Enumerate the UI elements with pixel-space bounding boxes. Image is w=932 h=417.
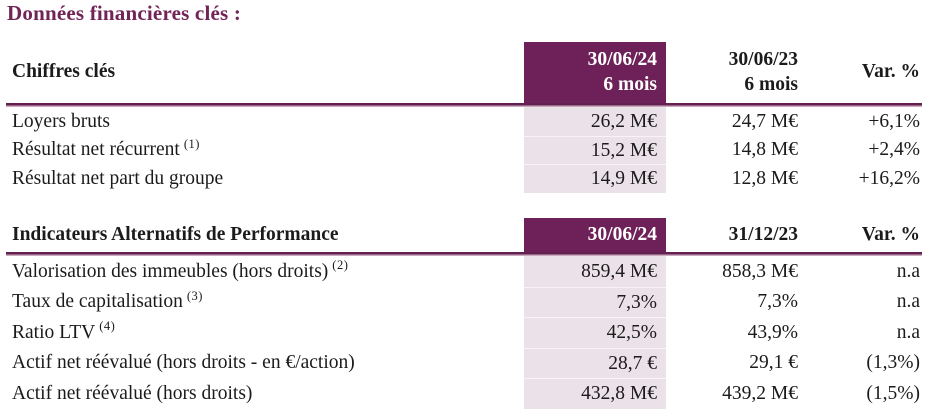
variation-value: (1,3%) [866,352,920,373]
row-label: Loyers bruts [12,110,111,132]
footnote-ref: (3) [186,288,203,303]
current-period-date: 30/06/24 [587,49,657,71]
footnote-ref: (4) [99,319,116,333]
current-period-value: 7,3% [524,286,666,317]
variation-value: n.a [896,291,920,312]
table-key-figures: Chiffres clés 30/06/24 6 mois 30/06/23 6… [6,42,922,193]
previous-period-value: 29,1 € [749,352,798,373]
row-label: Ratio LTV (4) [12,319,116,343]
header-rule [6,252,922,256]
variation-header: Var. % [861,223,920,245]
variation-value: (1,5%) [866,382,920,404]
previous-period-value: 7,3% [757,291,798,312]
footnote-ref: (1) [183,136,200,151]
previous-period-value: 14,8 M€ [731,139,798,160]
header-rule [6,103,922,107]
variation-value: n.a [896,260,920,282]
previous-period-value: 439,2 M€ [722,382,798,404]
previous-period-header: 31/12/23 [666,218,800,252]
variation-value: +16,2% [858,167,920,189]
row-label: Actif net réévalué (hors droits) [12,382,253,404]
table-alternative-performance-indicators: Indicateurs Alternatifs de Performance 3… [6,218,922,409]
current-period-value: 432,8 M€ [524,378,666,409]
current-period-duration: 6 mois [603,73,657,95]
variation-value: n.a [896,321,920,343]
row-label: Actif net réévalué (hors droits - en €/a… [12,352,355,373]
row-label: Résultat net part du groupe [12,167,224,189]
variation-value: +2,4% [868,139,920,160]
previous-period-header: 30/06/23 6 mois [666,42,800,103]
previous-period-value: 12,8 M€ [731,167,798,189]
previous-period-date: 30/06/23 [728,49,798,71]
row-label: Taux de capitalisation (3) [12,288,203,312]
row-label: Résultat net récurrent (1) [12,136,200,160]
current-period-value: 14,9 M€ [524,164,666,193]
row-label: Valorisation des immeubles (hors droits)… [12,258,349,282]
current-period-header: 30/06/24 6 mois [524,42,666,103]
current-period-value: 28,7 € [524,347,666,378]
previous-period-duration: 6 mois [744,73,798,95]
current-period-value: 42,5% [524,317,666,348]
variation-header: Var. % [861,61,920,83]
current-period-value: 859,4 M€ [524,256,666,287]
variation-value: +6,1% [868,110,920,132]
previous-period-value: 43,9% [747,321,798,343]
current-period-value: 26,2 M€ [524,107,666,136]
previous-period-value: 24,7 M€ [731,110,798,132]
previous-period-date: 31/12/23 [728,223,798,245]
current-period-header: 30/06/24 [524,218,666,252]
current-period-date: 30/06/24 [587,223,657,245]
table-title: Chiffres clés [12,61,116,83]
page-title: Données financières clés : [7,1,242,25]
table-title: Indicateurs Alternatifs de Performance [12,223,339,245]
previous-period-value: 858,3 M€ [722,260,798,282]
current-period-value: 15,2 M€ [524,135,666,164]
footnote-ref: (2) [332,258,349,272]
